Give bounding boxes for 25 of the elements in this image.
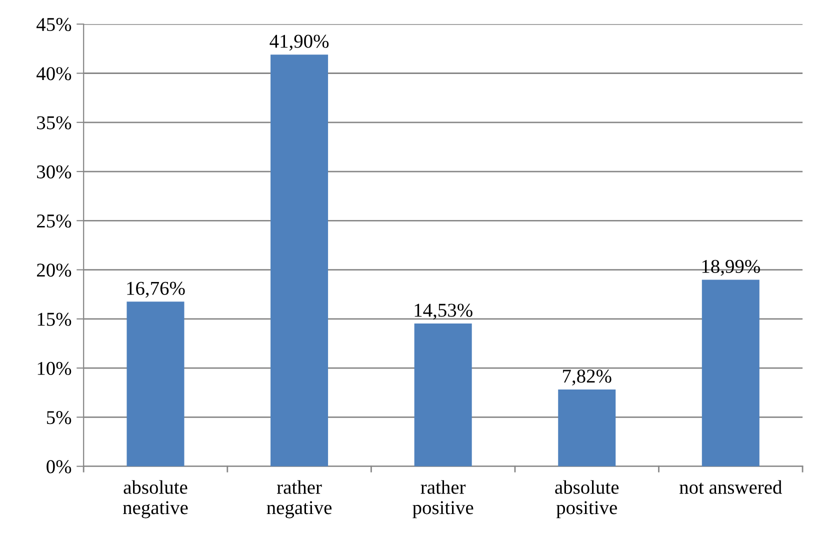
x-tick-label: absolute positive (555, 480, 619, 518)
y-tick-label: 25% (37, 214, 72, 228)
data-label: 7,82% (563, 370, 612, 386)
y-tick-label: 20% (37, 264, 72, 277)
x-tick-label: absolute negative (123, 480, 188, 518)
y-tick-label: 45% (36, 18, 72, 32)
bar (702, 280, 760, 466)
y-tick-label: 5% (47, 411, 72, 424)
bar (558, 389, 616, 466)
y-tick-label: 40% (36, 67, 72, 80)
bar (270, 54, 328, 466)
bar (414, 324, 472, 466)
data-label: 18,99% (702, 260, 760, 276)
y-tick-label: 35% (37, 116, 72, 130)
y-tick-label: 15% (38, 312, 72, 326)
data-label: 16,76% (127, 282, 185, 298)
x-tick-label: not answered (680, 480, 782, 494)
y-tick-label: 10% (38, 362, 72, 376)
x-tick-label: rather positive (412, 480, 474, 518)
data-label: 41,90% (270, 34, 329, 51)
y-tick-label: 30% (37, 165, 72, 179)
bar (126, 302, 184, 466)
x-tick-label: rather negative (266, 480, 332, 518)
y-tick-label: 0% (46, 460, 72, 474)
data-label: 14,53% (414, 304, 472, 320)
